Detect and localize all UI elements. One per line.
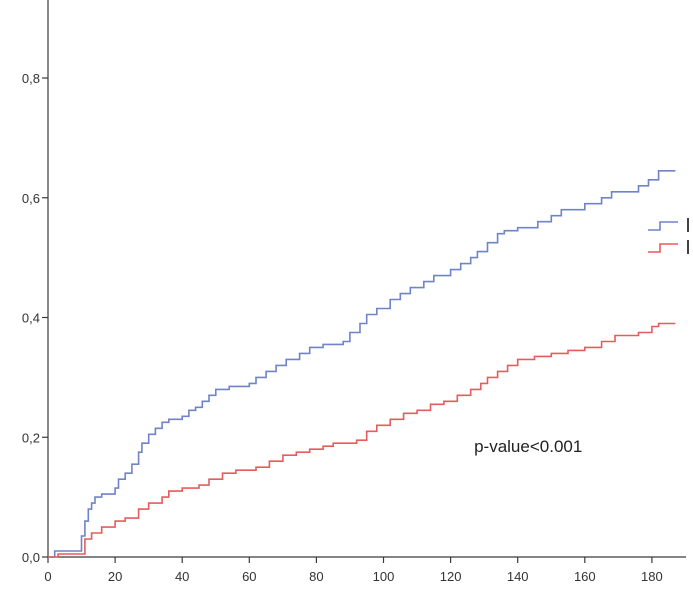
x-tick-label: 120 bbox=[440, 569, 462, 584]
axes: 0,0 0,2 0,4 0,6 0,8 0 20 40 60 80 100 120 140 160 180 bbox=[22, 0, 686, 584]
legend-swatch-1 bbox=[648, 221, 678, 231]
legend-swatch-2 bbox=[648, 243, 678, 253]
x-tick-label: 20 bbox=[108, 569, 122, 584]
legend-label-fragment-2 bbox=[687, 240, 689, 254]
series-group bbox=[48, 170, 676, 558]
x-tick-label: 0 bbox=[44, 569, 51, 584]
x-tick-label: 160 bbox=[574, 569, 596, 584]
x-tick-label: 100 bbox=[373, 569, 395, 584]
legend-label-fragment-1 bbox=[687, 218, 689, 232]
x-tick-label: 140 bbox=[507, 569, 529, 584]
y-tick-label: 0,2 bbox=[22, 430, 40, 445]
legend bbox=[648, 218, 689, 254]
y-tick-label: 0,0 bbox=[22, 550, 40, 565]
y-tick-label: 0,8 bbox=[22, 71, 40, 86]
x-tick-label: 60 bbox=[242, 569, 256, 584]
x-tick-label: 180 bbox=[641, 569, 663, 584]
x-tick-label: 40 bbox=[175, 569, 189, 584]
y-tick-label: 0,6 bbox=[22, 191, 40, 206]
y-tick-label: 0,4 bbox=[22, 311, 40, 326]
x-tick-label: 80 bbox=[309, 569, 323, 584]
series-line-2 bbox=[48, 322, 676, 558]
series-line-1 bbox=[48, 170, 676, 558]
p-value-annotation: p-value<0.001 bbox=[474, 437, 582, 456]
